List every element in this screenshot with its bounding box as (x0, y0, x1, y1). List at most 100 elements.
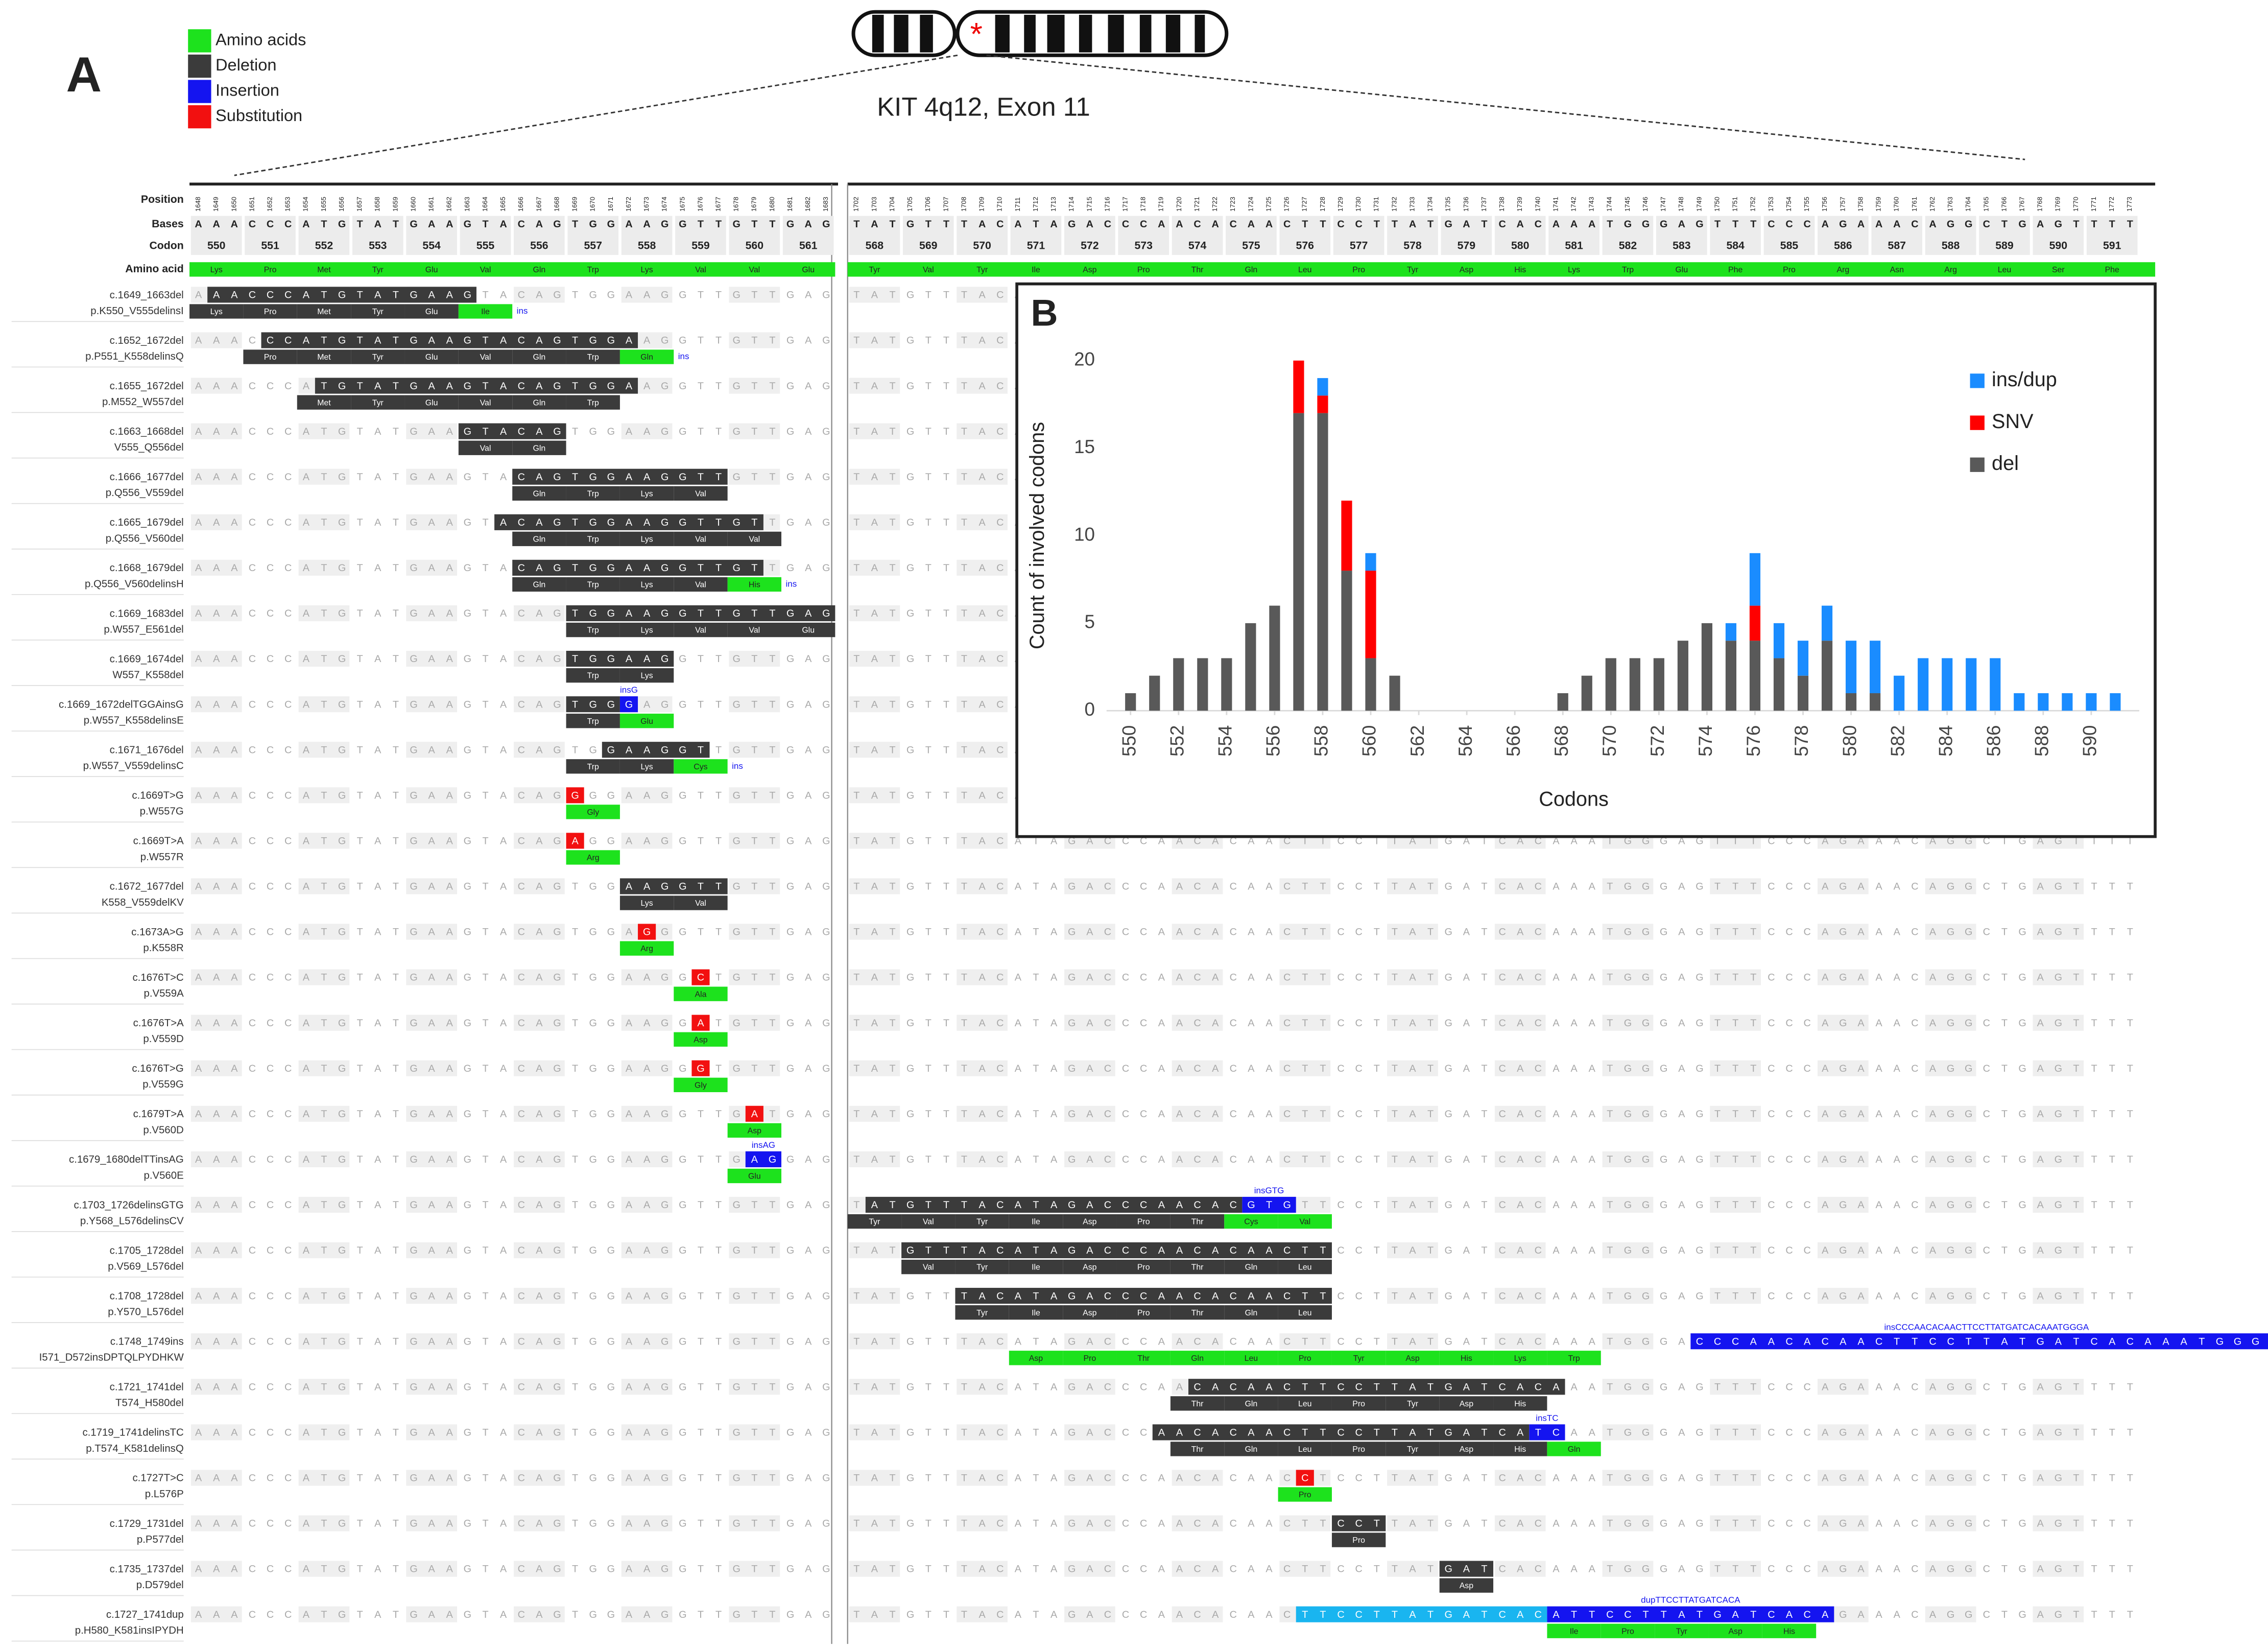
reference-bases: CCC (249, 790, 292, 801)
reference-bases: ATA (1014, 219, 1058, 230)
reference-bases: GAG (786, 335, 830, 346)
codon-cell (957, 559, 1008, 576)
reference-bases: GAG (786, 1154, 830, 1165)
amino-acid-box (566, 349, 620, 364)
position-label: 1679 (750, 197, 758, 211)
position-label: 1705 (906, 197, 914, 211)
reference-bases: GTT (732, 1063, 775, 1074)
position-label: 1736 (1462, 197, 1470, 211)
amino-acid-box (619, 759, 674, 774)
codon-cell (298, 514, 350, 530)
codon-cell (298, 605, 350, 622)
codon-cell (1602, 216, 1654, 255)
reference-bases: ATG (303, 790, 346, 801)
position-label: 1673 (642, 197, 650, 211)
amino-acid: Tyr (976, 1218, 988, 1227)
position-label: 1753 (1767, 197, 1775, 211)
y-axis-title: Count of involved codons (1026, 422, 1048, 649)
amino-acid: Asp (1728, 1627, 1742, 1636)
amino-acid: Lys (641, 626, 653, 635)
codon-number: 581 (1565, 240, 1583, 252)
mutation-name: p.Q556_V559del (106, 487, 184, 499)
amino-acid-box (619, 622, 674, 638)
bar-segment (1317, 395, 1328, 413)
codon-cell (849, 423, 900, 439)
reference-bases: GAC (1068, 1518, 1111, 1529)
reference-bases: CCC (249, 517, 292, 528)
amino-acid: Thr (1191, 1309, 1204, 1317)
reference-bases: AGT (2037, 1018, 2080, 1029)
reference-bases: GTT (906, 1109, 949, 1120)
position-label: 1751 (1731, 197, 1739, 211)
codon-cell (1279, 924, 1331, 940)
legend-label: Deletion (216, 56, 276, 74)
reference-bases: GTT (679, 1154, 722, 1165)
position-label: 1760 (1893, 197, 1900, 211)
reference-bases: CTT (1283, 1018, 1326, 1029)
mutation-name: p.W557_V559delinsC (83, 761, 184, 772)
position-label: 1666 (517, 197, 524, 211)
codon-number: 579 (1458, 240, 1476, 252)
row-header: Bases (152, 218, 184, 230)
codon-cell (460, 216, 511, 255)
amino-acid: Glu (425, 308, 438, 316)
reference-bases: CCC (1768, 1154, 1811, 1165)
bar-segment (1725, 641, 1737, 711)
amino-acid: Gln (533, 444, 546, 453)
reference-bases: GAG (786, 972, 830, 983)
amino-acid: Gln (640, 353, 653, 362)
codon-cell (1172, 924, 1223, 940)
position-label: 1765 (1982, 197, 1990, 211)
codon-cell (957, 696, 1008, 713)
reference-bases: CCT (1337, 1336, 1379, 1347)
reference-bases: GAG (1660, 1381, 1704, 1393)
amino-acid: Lys (641, 672, 653, 680)
reference-bases: CAG (518, 1290, 561, 1302)
codon-number: 550 (207, 240, 225, 252)
codon-cell (1763, 216, 1815, 255)
reference-bases: CCA (1122, 1109, 1165, 1120)
reference-bases: GTT (679, 1199, 722, 1211)
y-tick-label: 5 (1085, 611, 1095, 632)
amino-acid: Asp (1460, 1582, 1474, 1590)
codon-cell (514, 969, 565, 985)
reference-bases: CTG (1983, 1609, 2026, 1620)
reference-bases: CTG (1983, 1427, 2026, 1438)
bar-segment (1149, 675, 1160, 711)
reference-bases: GTT (679, 290, 722, 301)
position-label: 1720 (1175, 197, 1183, 211)
mutant-bases: ACAGTGGAAGGTTGT (500, 517, 757, 528)
mutation-name: c.1676T>A (133, 1018, 184, 1029)
svg-text:*: * (970, 17, 983, 52)
reference-bases: CTT (1283, 1154, 1326, 1165)
reference-bases: ATG (303, 1381, 346, 1393)
reference-bases: ATA (1015, 927, 1058, 938)
reference-bases: GAT (1445, 972, 1488, 983)
mutant-bases: G (697, 1063, 704, 1074)
reference-bases: AGT (2037, 1199, 2080, 1211)
bar-segment (1365, 553, 1376, 571)
amino-acid: Ile (1032, 1309, 1040, 1317)
amino-acid: Pro (1621, 1627, 1634, 1636)
position-label: 1754 (1785, 197, 1793, 211)
reference-bases: ATA (1015, 1154, 1058, 1165)
reference-bases: CTG (1983, 1154, 2026, 1165)
codon-cell (298, 787, 350, 804)
codon-cell (190, 1060, 242, 1076)
amino-acid: Tyr (372, 398, 384, 407)
amino-acid: Gln (533, 489, 546, 498)
reference-bases: ATA (1015, 1109, 1058, 1120)
codon-cell (1279, 216, 1331, 255)
reference-bases: CAG (518, 1018, 561, 1029)
reference-bases: CCA (1122, 1473, 1165, 1484)
codon-cell (514, 742, 565, 758)
reference-bases: CCC (1768, 1290, 1811, 1302)
codon-cell (1925, 924, 1976, 940)
reference-bases: AGA (1822, 1109, 1865, 1120)
reference-bases: GAG (1660, 1245, 1704, 1256)
reference-bases: CCC (249, 1518, 292, 1529)
reference-bases: GAT (1445, 1245, 1488, 1256)
amino-acid: Pro (1352, 1536, 1365, 1545)
reference-bases: GAC (1068, 1018, 1111, 1029)
amino-acid: Ala (695, 990, 706, 999)
